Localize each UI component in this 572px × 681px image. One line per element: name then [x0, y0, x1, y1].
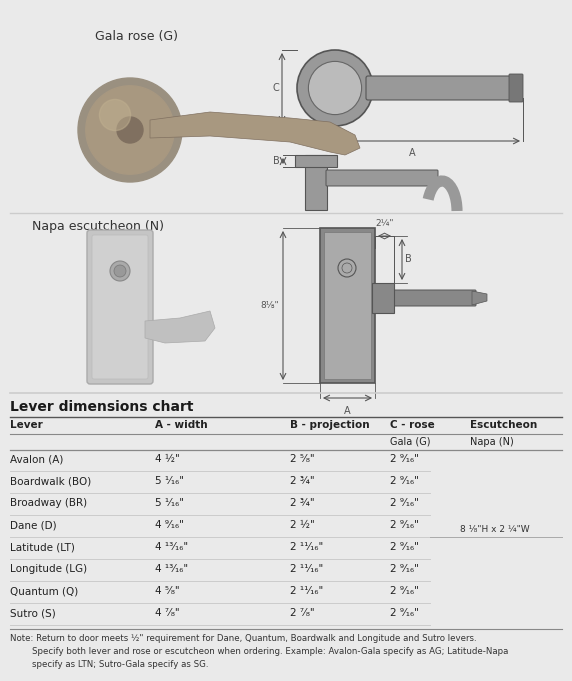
FancyBboxPatch shape — [372, 283, 394, 313]
Text: 2 ½": 2 ½" — [290, 520, 315, 530]
Text: 2 ⁹⁄₁₆": 2 ⁹⁄₁₆" — [390, 498, 419, 508]
Text: 8⅛": 8⅛" — [260, 301, 279, 310]
FancyBboxPatch shape — [389, 290, 476, 306]
FancyBboxPatch shape — [366, 76, 520, 100]
Text: Boardwalk (BO): Boardwalk (BO) — [10, 476, 92, 486]
Text: 4 ½": 4 ½" — [155, 454, 180, 464]
Text: 5 ¹⁄₁₆": 5 ¹⁄₁₆" — [155, 498, 184, 508]
FancyBboxPatch shape — [326, 170, 438, 186]
FancyBboxPatch shape — [92, 235, 148, 379]
FancyBboxPatch shape — [87, 230, 153, 384]
Text: specify as LTN; Sutro-Gala specify as SG.: specify as LTN; Sutro-Gala specify as SG… — [10, 660, 209, 669]
Text: B - projection: B - projection — [290, 420, 370, 430]
Text: 2 ⁹⁄₁₆": 2 ⁹⁄₁₆" — [390, 586, 419, 596]
Text: 2 ⁹⁄₁₆": 2 ⁹⁄₁₆" — [390, 454, 419, 464]
Text: C - rose: C - rose — [390, 420, 435, 430]
Text: C: C — [272, 83, 279, 93]
Text: 4 ⁹⁄₁₆": 4 ⁹⁄₁₆" — [155, 520, 184, 530]
Text: 2 ⁹⁄₁₆": 2 ⁹⁄₁₆" — [390, 542, 419, 552]
Circle shape — [100, 99, 130, 131]
Text: Avalon (A): Avalon (A) — [10, 454, 63, 464]
Circle shape — [117, 117, 143, 143]
Text: 2 ¾": 2 ¾" — [290, 476, 315, 486]
Text: 2 ⁹⁄₁₆": 2 ⁹⁄₁₆" — [390, 520, 419, 530]
Text: 2 ⁹⁄₁₆": 2 ⁹⁄₁₆" — [390, 476, 419, 486]
Text: A: A — [409, 148, 416, 158]
Text: Escutcheon: Escutcheon — [470, 420, 537, 430]
Text: B: B — [273, 156, 280, 166]
FancyBboxPatch shape — [324, 232, 371, 379]
Circle shape — [110, 261, 130, 281]
Text: Lever: Lever — [10, 420, 43, 430]
Text: 2 ⁷⁄₈": 2 ⁷⁄₈" — [290, 608, 315, 618]
Text: Note: Return to door meets ½" requirement for Dane, Quantum, Boardwalk and Longi: Note: Return to door meets ½" requiremen… — [10, 634, 476, 643]
Text: A: A — [344, 406, 351, 416]
Text: Lever dimensions chart: Lever dimensions chart — [10, 400, 193, 414]
Text: Specify both lever and rose or escutcheon when ordering. Example: Avalon-Gala sp: Specify both lever and rose or escutcheo… — [10, 647, 509, 656]
Circle shape — [297, 50, 373, 126]
Text: 2 ¾": 2 ¾" — [290, 498, 315, 508]
Text: Napa (N): Napa (N) — [470, 437, 514, 447]
Text: 8 ¹⁄₈"H x 2 ¼"W: 8 ¹⁄₈"H x 2 ¼"W — [460, 525, 530, 534]
Text: 2 ¹¹⁄₁₆": 2 ¹¹⁄₁₆" — [290, 586, 323, 596]
Circle shape — [78, 78, 182, 182]
Text: 4 ¹³⁄₁₆": 4 ¹³⁄₁₆" — [155, 542, 188, 552]
Text: 4 ⁵⁄₈": 4 ⁵⁄₈" — [155, 586, 180, 596]
Text: Latitude (LT): Latitude (LT) — [10, 542, 75, 552]
Text: 2 ⁹⁄₁₆": 2 ⁹⁄₁₆" — [390, 564, 419, 574]
Text: 4 ⁷⁄₈": 4 ⁷⁄₈" — [155, 608, 180, 618]
Text: 2 ¹¹⁄₁₆": 2 ¹¹⁄₁₆" — [290, 564, 323, 574]
FancyBboxPatch shape — [509, 74, 523, 102]
Polygon shape — [145, 311, 215, 343]
Text: Napa escutcheon (N): Napa escutcheon (N) — [32, 220, 164, 233]
Circle shape — [114, 265, 126, 277]
Text: Gala rose (G): Gala rose (G) — [95, 30, 178, 43]
Circle shape — [86, 86, 174, 174]
Text: Broadway (BR): Broadway (BR) — [10, 498, 87, 508]
Polygon shape — [150, 112, 360, 155]
Polygon shape — [472, 291, 487, 305]
Text: Gala (G): Gala (G) — [390, 437, 431, 447]
Text: Longitude (LG): Longitude (LG) — [10, 564, 87, 574]
Text: 2 ⁹⁄₁₆": 2 ⁹⁄₁₆" — [390, 608, 419, 618]
Circle shape — [308, 61, 362, 114]
Text: Quantum (Q): Quantum (Q) — [10, 586, 78, 596]
FancyBboxPatch shape — [295, 155, 337, 167]
Text: 2 ⁵⁄₈": 2 ⁵⁄₈" — [290, 454, 315, 464]
FancyBboxPatch shape — [305, 155, 327, 210]
Text: 2¼": 2¼" — [375, 219, 394, 228]
Text: 5 ¹⁄₁₆": 5 ¹⁄₁₆" — [155, 476, 184, 486]
Text: A - width: A - width — [155, 420, 208, 430]
Text: B: B — [405, 255, 412, 264]
Text: 2 ¹¹⁄₁₆": 2 ¹¹⁄₁₆" — [290, 542, 323, 552]
Text: Dane (D): Dane (D) — [10, 520, 57, 530]
Text: 4 ¹³⁄₁₆": 4 ¹³⁄₁₆" — [155, 564, 188, 574]
Text: Sutro (S): Sutro (S) — [10, 608, 55, 618]
FancyBboxPatch shape — [320, 228, 375, 383]
